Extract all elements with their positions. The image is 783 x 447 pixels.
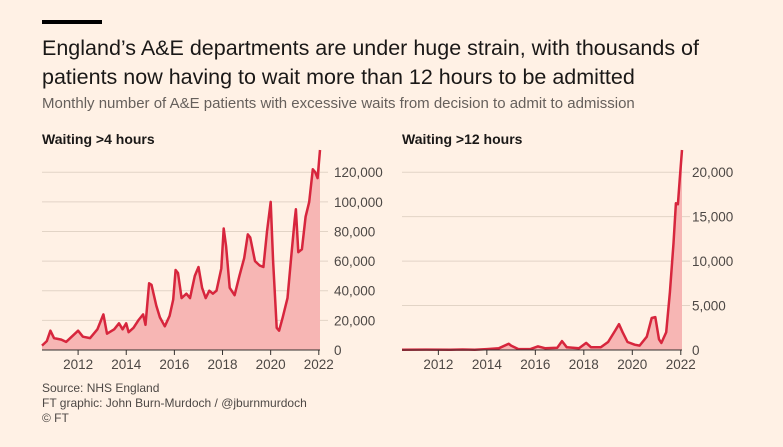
x-tick-label: 2022: [304, 357, 334, 372]
y-tick-label: 0: [692, 343, 700, 358]
y-tick-label: 5,000: [692, 299, 726, 314]
x-tick-label: 2020: [617, 357, 647, 372]
y-tick-label: 0: [334, 343, 342, 358]
y-tick-label: 40,000: [334, 284, 375, 299]
x-tick-label: 2018: [569, 357, 599, 372]
chart-subtitle: Monthly number of A&E patients with exce…: [42, 95, 635, 112]
y-tick-label: 20,000: [692, 165, 733, 180]
y-tick-label: 20,000: [334, 313, 375, 328]
x-tick-label: 2014: [111, 357, 142, 372]
y-tick-label: 100,000: [334, 195, 383, 210]
y-tick-label: 80,000: [334, 224, 375, 239]
copyright-note: © FT: [42, 411, 69, 425]
y-tick-label: 10,000: [692, 254, 733, 269]
panel-title-4-hours: Waiting >4 hours: [42, 131, 155, 147]
x-tick-label: 2018: [207, 357, 237, 372]
ft-top-rule: [42, 20, 102, 24]
x-tick-label: 2020: [256, 357, 286, 372]
x-tick-label: 2012: [423, 357, 453, 372]
series-area: [402, 150, 682, 350]
series-line: [401, 149, 684, 352]
x-tick-label: 2014: [472, 357, 503, 372]
y-tick-label: 15,000: [692, 210, 733, 225]
x-tick-label: 2022: [666, 357, 696, 372]
chart-title: England’s A&E departments are under huge…: [42, 36, 699, 89]
series-area: [42, 150, 320, 350]
credit-note: FT graphic: John Burn-Murdoch / @jburnmu…: [42, 396, 307, 410]
x-tick-label: 2012: [63, 357, 93, 372]
panel-title-12-hours: Waiting >12 hours: [402, 131, 523, 147]
footer: Source: NHS England FT graphic: John Bur…: [42, 381, 307, 426]
y-tick-label: 120,000: [334, 165, 383, 180]
source-note: Source: NHS England: [42, 381, 160, 395]
x-tick-label: 2016: [159, 357, 189, 372]
y-tick-label: 60,000: [334, 254, 375, 269]
x-tick-label: 2016: [520, 357, 550, 372]
series-line: [41, 149, 322, 347]
